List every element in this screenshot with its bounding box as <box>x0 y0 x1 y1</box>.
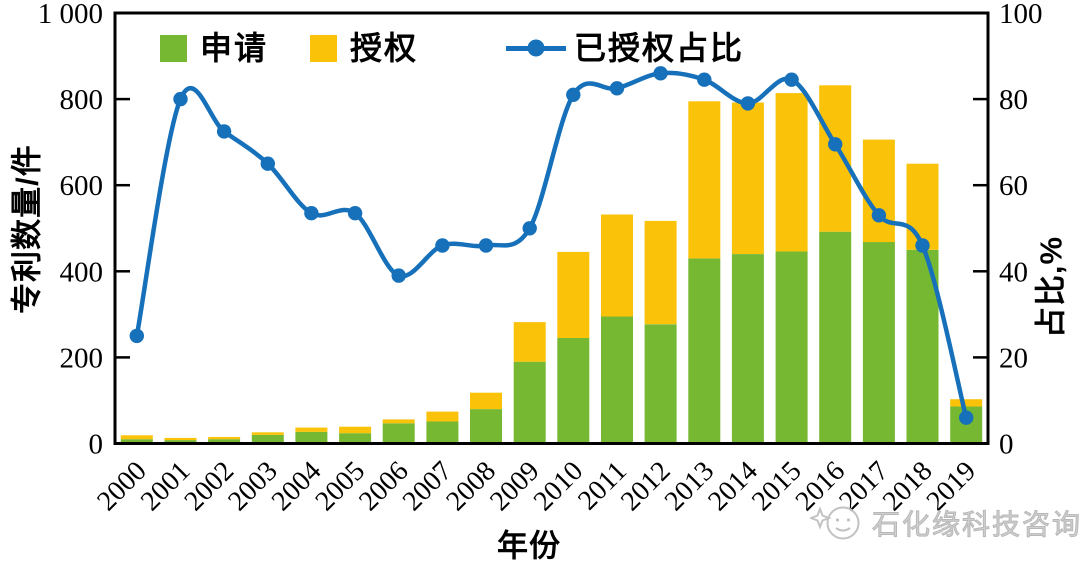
ratio-marker-2013 <box>697 72 712 87</box>
bar-applied-2007 <box>426 421 459 444</box>
bar-applied-2009 <box>513 361 546 444</box>
legend-item-granted: 授权 <box>310 32 418 64</box>
left-axis-label-600: 600 <box>60 170 104 202</box>
bar-granted-2006 <box>382 419 415 424</box>
x-axis-title: 年份 <box>497 528 561 564</box>
ratio-marker-2002 <box>216 124 232 139</box>
ratio-line-sample <box>506 39 567 57</box>
bar-granted-2002 <box>208 437 241 440</box>
bar-applied-2017 <box>862 242 895 444</box>
ratio-marker-2009 <box>522 221 537 236</box>
ratio-marker-2019 <box>959 410 974 425</box>
ratio-marker-2015 <box>784 72 799 87</box>
applied-swatch <box>160 34 187 62</box>
legend-label-applied: 申请 <box>200 30 269 66</box>
ratio-marker-2001 <box>173 91 188 107</box>
right-axis-label-20: 20 <box>999 342 1028 374</box>
bar-applied-2002 <box>208 439 241 444</box>
bar-applied-2005 <box>339 433 372 444</box>
right-axis-label-0: 0 <box>999 429 1014 461</box>
bar-applied-2001 <box>164 440 197 444</box>
bar-applied-2008 <box>470 409 502 444</box>
left-axis-label-1000: 1 000 <box>38 0 103 30</box>
right-axis-label-100: 100 <box>999 0 1043 30</box>
right-axis-title: 占比,% <box>1033 235 1069 339</box>
ratio-marker-2014 <box>740 96 756 111</box>
bar-granted-2010 <box>557 251 590 338</box>
ratio-marker-2011 <box>609 81 625 96</box>
left-axis-label-400: 400 <box>60 256 104 288</box>
right-axis-label-40: 40 <box>999 256 1028 288</box>
legend-item-ratio: 已授权占比 <box>506 32 744 64</box>
bar-applied-2013 <box>688 258 721 444</box>
bar-granted-2001 <box>164 437 197 441</box>
ratio-marker-2018 <box>915 238 930 253</box>
bar-applied-2015 <box>775 251 808 444</box>
bar-applied-2011 <box>601 316 633 444</box>
bar-granted-2013 <box>688 101 721 259</box>
ratio-marker-2008 <box>478 238 494 253</box>
bar-applied-2000 <box>120 439 153 444</box>
bar-granted-2016 <box>819 85 852 232</box>
ratio-marker-2007 <box>435 238 450 253</box>
ratio-marker-2017 <box>871 208 887 223</box>
bar-applied-2003 <box>251 434 284 444</box>
bar-granted-2009 <box>513 322 546 362</box>
bar-granted-2004 <box>295 427 328 432</box>
bar-applied-2012 <box>644 324 677 444</box>
bar-granted-2017 <box>862 139 895 243</box>
watermark-logo-icon <box>810 506 860 540</box>
legend-label-ratio: 已授权占比 <box>574 30 745 66</box>
granted-swatch <box>310 34 338 62</box>
watermark: 石化缘科技咨询 <box>810 501 1080 549</box>
bar-granted-2018 <box>906 163 939 250</box>
bar-applied-2006 <box>382 423 415 444</box>
right-axis-label-60: 60 <box>999 170 1028 202</box>
bar-granted-2003 <box>251 432 284 435</box>
legend-label-granted: 授权 <box>350 30 419 66</box>
ratio-marker-2004 <box>304 206 319 221</box>
bar-granted-2000 <box>120 435 153 440</box>
bar-granted-2008 <box>470 392 502 410</box>
ratio-marker-2006 <box>391 268 406 283</box>
bar-granted-2011 <box>601 214 633 317</box>
left-axis-label-200: 200 <box>60 342 104 374</box>
left-axis-label-0: 0 <box>89 429 104 461</box>
ratio-marker-2003 <box>260 156 275 171</box>
ratio-marker-2012 <box>653 66 668 81</box>
ratio-marker-2010 <box>566 87 581 103</box>
legend: 申请 授权 已授权占比 <box>160 31 744 65</box>
watermark-text: 石化缘科技咨询 <box>871 509 1080 540</box>
bar-granted-2005 <box>339 426 372 434</box>
bar-granted-2015 <box>775 93 808 252</box>
bar-applied-2004 <box>295 431 328 444</box>
plot-frame <box>113 11 990 445</box>
bar-applied-2010 <box>557 338 590 444</box>
left-axis-label-800: 800 <box>60 84 104 116</box>
ratio-marker-sample <box>527 39 545 57</box>
bar-granted-2019 <box>950 399 983 407</box>
bar-applied-2016 <box>819 231 852 444</box>
legend-item-applied: 申请 <box>160 32 268 64</box>
ratio-marker-2016 <box>828 137 843 152</box>
bar-granted-2014 <box>731 102 764 254</box>
bar-granted-2012 <box>644 220 677 325</box>
ratio-marker-2005 <box>347 206 363 221</box>
bar-granted-2007 <box>426 411 459 422</box>
right-axis-label-80: 80 <box>999 84 1028 116</box>
ratio-line <box>134 70 969 420</box>
left-axis-title: 专利数量/件 <box>9 144 45 314</box>
bar-applied-2014 <box>731 254 764 444</box>
ratio-marker-2000 <box>129 328 144 344</box>
